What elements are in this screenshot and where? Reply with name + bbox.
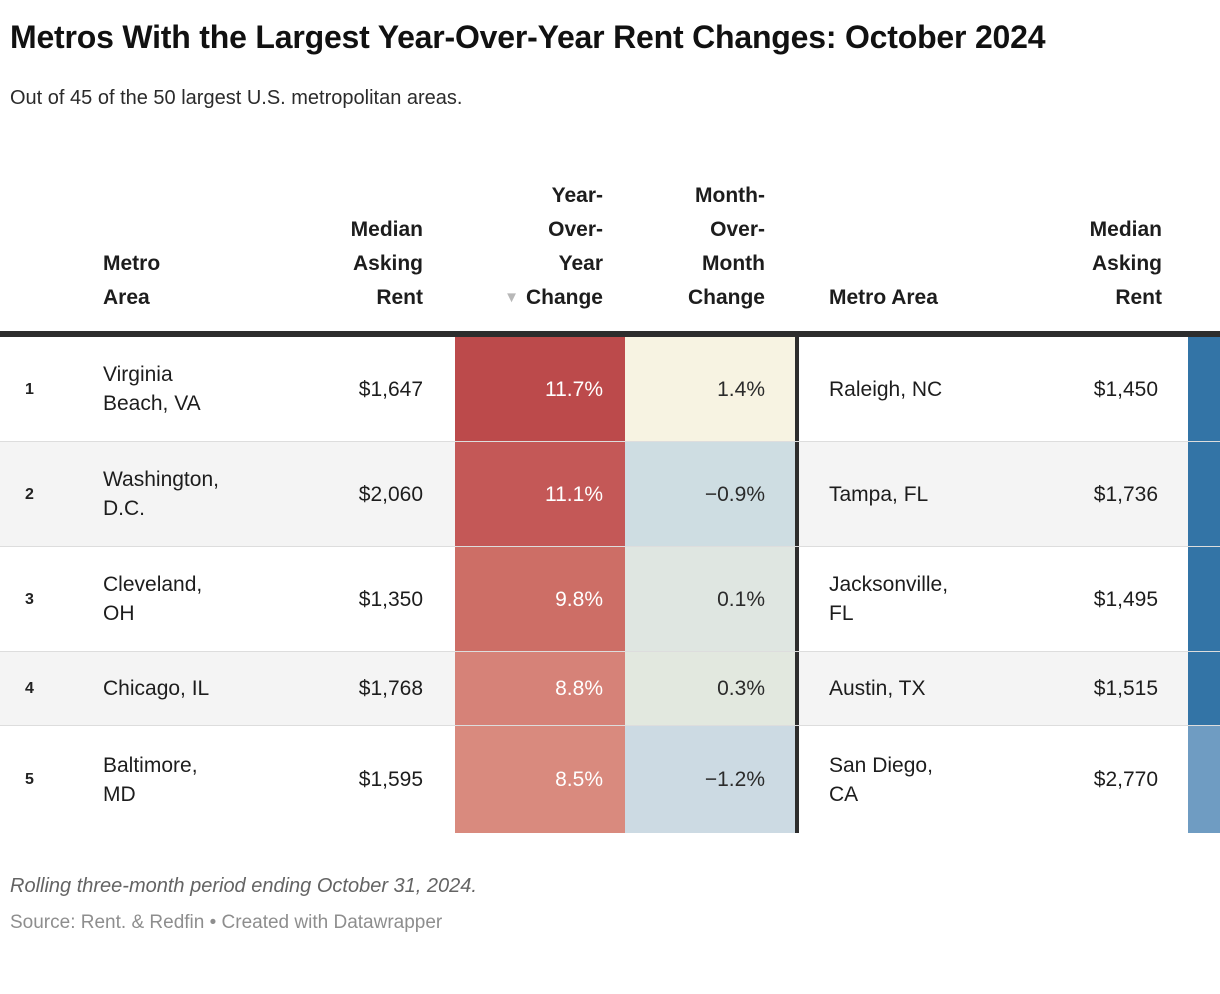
cropped-yoy-cell	[1188, 652, 1220, 725]
table-notes: Rolling three-month period ending Octobe…	[10, 875, 477, 897]
median-rent-right-cell: $1,450	[1093, 377, 1158, 401]
metro-area-cell: Washington, D.C.	[103, 468, 219, 520]
yoy-change-cell: 8.8%	[455, 652, 625, 725]
median-rent-right-cell: $1,736	[1093, 482, 1158, 506]
yoy-change-cell: 8.5%	[455, 726, 625, 833]
mom-change-cell: −1.2%	[625, 726, 795, 833]
mom-change-cell: 0.1%	[625, 547, 795, 651]
column-divider	[795, 726, 799, 833]
cropped-yoy-cell	[1188, 337, 1220, 441]
metro-area-right-cell: Tampa, FL	[829, 482, 929, 506]
cropped-yoy-cell	[1188, 442, 1220, 546]
metro-area-cell: Baltimore, MD	[103, 753, 198, 806]
median-rent-cell: $2,060	[358, 482, 423, 506]
metro-area-right-cell: Raleigh, NC	[829, 377, 943, 401]
rank-cell: 5	[25, 771, 34, 788]
median-rent-cell: $1,350	[358, 587, 423, 611]
column-divider	[795, 337, 799, 441]
mom-change-cell: 0.3%	[625, 652, 795, 725]
header-yoy-change[interactable]: ▼ Year- Over- Year Change	[455, 163, 625, 331]
median-rent-right-cell: $1,515	[1093, 677, 1158, 700]
yoy-change-cell: 11.7%	[455, 337, 625, 441]
yoy-change-cell: 11.1%	[455, 442, 625, 546]
yoy-change-cell: 9.8%	[455, 547, 625, 651]
table-row: 5 Baltimore, MD $1,595 8.5% −1.2% San Di…	[0, 725, 1220, 833]
rank-cell: 3	[25, 590, 34, 608]
median-rent-cell: $1,595	[358, 768, 423, 791]
metro-area-cell: Cleveland, OH	[103, 573, 203, 625]
column-divider	[795, 652, 799, 725]
table-row: 1 Virginia Beach, VA $1,647 11.7% 1.4% R…	[0, 337, 1220, 441]
header-median-asking-rent-right[interactable]: Median Asking Rent	[1089, 218, 1162, 309]
median-rent-cell: $1,647	[358, 377, 423, 401]
page-subtitle: Out of 45 of the 50 largest U.S. metropo…	[10, 87, 463, 109]
header-cropped-column	[1188, 163, 1220, 331]
metro-area-right-cell: Jacksonville, FL	[829, 573, 949, 625]
header-median-asking-rent-left[interactable]: Median Asking Rent	[350, 218, 423, 309]
metro-area-right-cell: San Diego, CA	[829, 753, 933, 806]
metro-area-cell: Chicago, IL	[103, 677, 210, 700]
table-header-row: Metro Area Median Asking Rent ▼ Year- Ov…	[0, 163, 1220, 337]
rank-cell: 4	[25, 680, 34, 697]
header-metro-area-right[interactable]: Metro Area	[829, 286, 938, 309]
metro-area-right-cell: Austin, TX	[829, 677, 926, 700]
table-row: 4 Chicago, IL $1,768 8.8% 0.3% Austin, T…	[0, 651, 1220, 725]
rank-cell: 2	[25, 485, 34, 503]
column-divider	[795, 442, 799, 546]
cropped-yoy-cell	[1188, 726, 1220, 833]
median-rent-cell: $1,768	[358, 677, 423, 700]
header-yoy-change-label: Year- Over- Year Change	[525, 184, 603, 309]
median-rent-right-cell: $2,770	[1093, 768, 1158, 791]
header-rank	[0, 163, 100, 331]
page-title: Metros With the Largest Year-Over-Year R…	[10, 19, 1046, 55]
column-divider	[795, 547, 799, 651]
header-metro-area-left[interactable]: Metro Area	[103, 252, 161, 309]
median-rent-right-cell: $1,495	[1093, 587, 1158, 611]
metro-area-cell: Virginia Beach, VA	[103, 363, 201, 415]
rank-cell: 1	[25, 380, 34, 398]
mom-change-cell: 1.4%	[625, 337, 795, 441]
source-attribution: Source: Rent. & Redfin • Created with Da…	[10, 912, 443, 933]
mom-change-cell: −0.9%	[625, 442, 795, 546]
table-row: 2 Washington, D.C. $2,060 11.1% −0.9% Ta…	[0, 441, 1220, 546]
sort-descending-icon: ▼	[504, 289, 519, 306]
header-mom-change[interactable]: Month- Over- Month Change	[687, 184, 765, 309]
table-row: 3 Cleveland, OH $1,350 9.8% 0.1% Jackson…	[0, 546, 1220, 651]
cropped-yoy-cell	[1188, 547, 1220, 651]
